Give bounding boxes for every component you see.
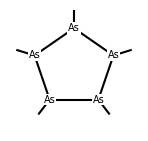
Text: As: As <box>108 50 119 60</box>
Text: As: As <box>92 95 104 105</box>
Text: As: As <box>29 50 40 60</box>
Text: As: As <box>44 95 56 105</box>
Text: As: As <box>68 23 80 33</box>
